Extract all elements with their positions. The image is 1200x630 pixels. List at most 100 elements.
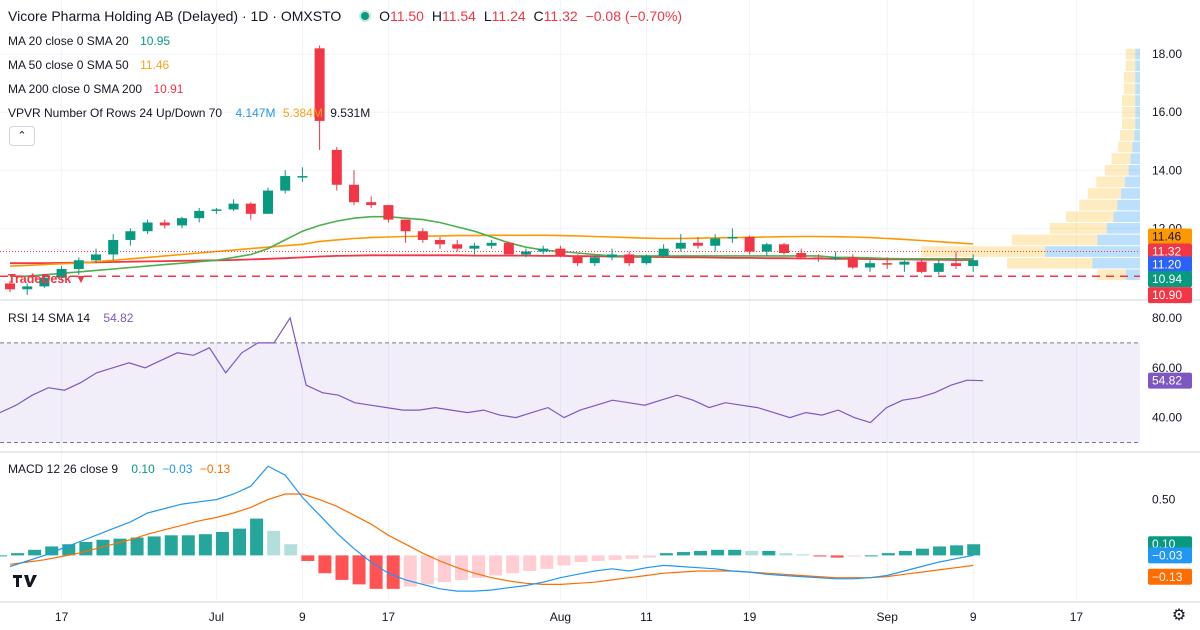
- macd-hist-bar: [352, 555, 366, 585]
- macd-hist-bar: [642, 555, 656, 558]
- macd-hist-bar: [506, 555, 520, 574]
- macd-hist-bar: [233, 528, 247, 556]
- candle-body: [5, 283, 15, 290]
- macd-badge-label: −0.13: [1152, 570, 1183, 584]
- candle-body: [503, 242, 514, 255]
- collapse-legend-button[interactable]: ⌃: [9, 126, 35, 146]
- gear-icon[interactable]: ⚙: [1171, 607, 1187, 624]
- vpvr-down-bar: [1123, 83, 1136, 95]
- vpvr-up-bar: [1130, 153, 1140, 164]
- macd-hist-bar: [62, 544, 76, 556]
- tradingview-logo[interactable]: [10, 570, 40, 592]
- candle-body: [56, 268, 67, 278]
- vpvr-legend[interactable]: VPVR Number Of Rows 24 Up/Down 70 4.147M…: [8, 106, 374, 120]
- candle-body: [108, 239, 119, 255]
- candle-body: [916, 261, 927, 272]
- price-badge-label: 10.90: [1152, 288, 1182, 302]
- macd-hist-bar: [881, 553, 895, 556]
- vpvr-up-bar: [1135, 60, 1140, 72]
- time-axis-label: 11: [640, 610, 653, 624]
- rsi-tick-label: 60.00: [1152, 361, 1182, 375]
- candle-body: [228, 203, 239, 210]
- ma50-legend[interactable]: MA 50 close 0 SMA 50 11.46: [8, 58, 173, 72]
- macd-legend[interactable]: MACD 12 26 close 9 0.10 −0.03 −0.13: [8, 462, 234, 476]
- ohlc-high-key: H: [431, 8, 442, 24]
- macd-hist-bar: [676, 552, 690, 556]
- macd-hist-bar: [779, 553, 793, 556]
- macd-hist-bar: [813, 555, 827, 557]
- macd-label: MACD 12 26 close 9: [8, 462, 119, 476]
- vpvr-down-bar: [1121, 106, 1136, 118]
- vpvr-up-bar: [1128, 164, 1140, 176]
- vpvr-up-bar: [1135, 83, 1140, 95]
- candle-body: [177, 218, 187, 226]
- ma200-value: 10.91: [153, 82, 184, 96]
- candle-body: [245, 203, 256, 214]
- market-status-icon[interactable]: [359, 10, 372, 22]
- price-tick-label: 16.00: [1152, 105, 1182, 119]
- candle-body: [469, 245, 480, 249]
- macd-hist-bar: [45, 546, 59, 556]
- vpvr-down-bar: [1049, 222, 1107, 234]
- vpvr-up-bar: [1135, 95, 1140, 106]
- candle-body: [744, 237, 755, 252]
- ma200-legend[interactable]: MA 200 close 0 SMA 200 10.91: [8, 82, 187, 96]
- candle-body: [125, 231, 136, 240]
- macd-badge: [1148, 568, 1192, 585]
- vpvr-down-bar: [1087, 188, 1121, 199]
- chevron-up-icon: ⌃: [17, 130, 27, 142]
- time-axis-label: 17: [382, 610, 396, 624]
- ohlc-open: 11.50: [389, 8, 424, 24]
- macd-hist-bar: [625, 555, 639, 559]
- candle-body: [951, 263, 961, 267]
- candle-body: [452, 244, 463, 249]
- symbol-title[interactable]: Vicore Pharma Holding AB (Delayed) · 1D …: [8, 8, 342, 24]
- candle-body: [280, 176, 291, 191]
- price-tick-label: 14.00: [1152, 163, 1182, 177]
- candle-body: [211, 209, 222, 211]
- ohlc-high: 11.54: [441, 8, 476, 24]
- candle-body: [727, 237, 738, 239]
- tradingview-logo-icon: [13, 575, 37, 587]
- price-badge-label: 11.32: [1152, 245, 1181, 259]
- vpvr-up-value: 4.147M: [235, 106, 276, 120]
- macd-hist-bar: [864, 555, 878, 557]
- vpvr-up-bar: [1132, 141, 1140, 153]
- candle-body: [710, 238, 721, 246]
- tradedesk-marker[interactable]: TradeDesk ▼: [8, 272, 87, 286]
- macd-hist-bar: [591, 555, 605, 561]
- ohlc-low: 11.24: [491, 8, 526, 24]
- ma20-legend[interactable]: MA 20 close 0 SMA 20 10.95: [8, 34, 174, 48]
- rsi-legend[interactable]: RSI 14 SMA 14 54.82: [8, 311, 137, 325]
- candle-body: [933, 263, 944, 272]
- candle-body: [693, 242, 703, 246]
- vpvr-up-bar: [1135, 118, 1140, 130]
- rsi-badge-label: 54.82: [1152, 374, 1182, 388]
- macd-hist-bar: [898, 550, 912, 556]
- macd-hist-bar: [420, 555, 434, 585]
- macd-hist-bar: [745, 550, 759, 556]
- candle-body: [796, 253, 807, 258]
- macd-hist-bar: [796, 554, 810, 556]
- macd-hist-bar: [608, 555, 622, 560]
- macd-hist-bar: [830, 555, 844, 558]
- vpvr-up-bar: [1134, 130, 1140, 141]
- price-badge: [1148, 271, 1192, 288]
- candle-body: [142, 222, 153, 232]
- rsi-badge: [1148, 372, 1192, 389]
- candle-body: [91, 254, 101, 261]
- vpvr-down-bar: [1097, 269, 1126, 281]
- ohlc-close-key: C: [533, 8, 544, 24]
- candle-body: [22, 286, 33, 290]
- candle-body: [366, 202, 377, 206]
- vpvr-down-bar: [1079, 199, 1118, 211]
- macd-hist-bar: [711, 549, 725, 556]
- candle-body: [349, 184, 359, 203]
- macd-hist-bar: [335, 555, 349, 580]
- macd-hist-bar: [369, 555, 383, 589]
- macd-badge-label: −0.03: [1152, 548, 1183, 562]
- price-badge-label: 11.20: [1152, 258, 1181, 272]
- vpvr-up-bar: [1113, 211, 1140, 223]
- vpvr-up-bar: [1117, 199, 1140, 211]
